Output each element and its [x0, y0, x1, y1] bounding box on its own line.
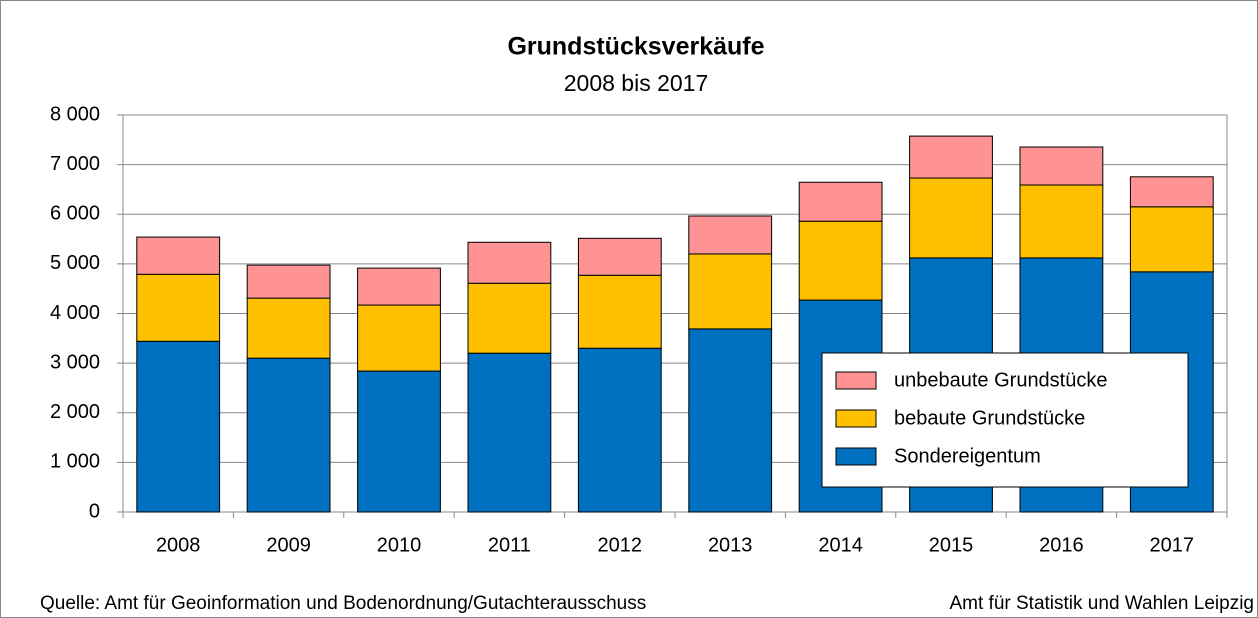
chart-title: Grundstücksverkäufe	[507, 33, 764, 61]
bar-segment	[577, 347, 662, 513]
x-tick-label: 2014	[818, 534, 863, 556]
y-tick-label: 7 000	[50, 153, 100, 175]
x-tick-label: 2016	[1039, 534, 1084, 556]
y-tick-label: 3 000	[50, 351, 100, 373]
bar-segment	[357, 267, 441, 306]
bar-segment	[1019, 184, 1104, 259]
bar-segment	[467, 352, 552, 513]
credit-note: Amt für Statistik und Wahlen Leipzig	[950, 593, 1255, 614]
y-tick-label: 2 000	[50, 401, 100, 423]
y-tick-label: 6 000	[50, 203, 100, 225]
x-tick-label: 2009	[266, 534, 311, 556]
x-tick-label: 2011	[488, 534, 531, 556]
x-tick-label: 2013	[708, 534, 753, 556]
bar-segment	[909, 135, 993, 179]
bar-segment	[467, 282, 552, 354]
y-tick-label: 1 000	[50, 451, 100, 473]
legend-label: unbebaute Grundstücke	[894, 369, 1108, 391]
bar-segment	[577, 237, 662, 276]
bar-segment	[688, 215, 773, 255]
x-tick-label: 2015	[929, 534, 974, 556]
bar-segment	[688, 328, 773, 513]
chart-subtitle: 2008 bis 2017	[564, 70, 709, 96]
bar-segment	[357, 370, 441, 513]
y-tick-label: 5 000	[50, 252, 100, 274]
bar-segment	[246, 264, 331, 299]
x-tick-label: 2012	[598, 534, 643, 556]
x-tick-label: 2008	[156, 534, 201, 556]
bar-segment	[136, 340, 221, 513]
bar-segment	[798, 220, 883, 301]
legend-swatch	[835, 447, 877, 466]
bar-segment	[577, 274, 662, 349]
legend-box	[821, 352, 1189, 488]
bar-segment	[1019, 146, 1104, 186]
y-tick-label: 8 000	[50, 103, 100, 125]
bar-segment	[136, 236, 221, 275]
legend-swatch	[835, 409, 877, 428]
legend-label: bebaute Grundstücke	[894, 407, 1085, 429]
y-tick-label: 4 000	[50, 302, 100, 324]
bar-segment	[467, 241, 552, 284]
bar-segment	[136, 273, 221, 342]
legend-swatch	[835, 371, 877, 390]
bar-segment	[357, 304, 441, 372]
bar-segment	[798, 181, 883, 222]
bar-segment	[909, 177, 993, 259]
bar-segment	[688, 253, 773, 330]
bar-segment	[246, 297, 331, 359]
x-tick-label: 2010	[377, 534, 422, 556]
bar-segment	[1129, 176, 1214, 208]
legend-label: Sondereigentum	[894, 445, 1041, 467]
bar-segment	[246, 357, 331, 513]
y-tick-label: 0	[89, 500, 100, 522]
source-note: Quelle: Amt für Geoinformation und Boden…	[40, 593, 646, 614]
bar-segment	[1129, 206, 1214, 273]
x-tick-label: 2017	[1150, 534, 1195, 556]
